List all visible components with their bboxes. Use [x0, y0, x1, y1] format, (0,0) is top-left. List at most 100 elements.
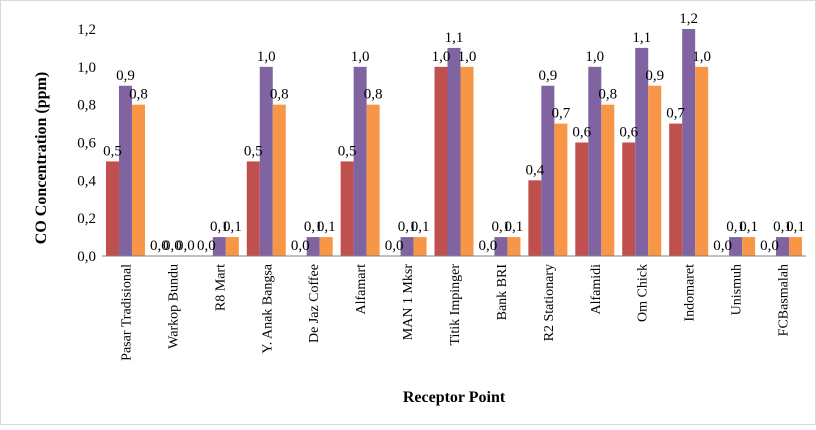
bar [494, 237, 508, 256]
y-tick-label: 0,0 [77, 249, 96, 265]
data-label: 1,0 [692, 49, 711, 65]
data-label: 0,1 [411, 219, 430, 235]
bar [366, 104, 380, 257]
bar [575, 142, 589, 256]
bar [353, 66, 367, 256]
bar [601, 104, 615, 257]
data-label: 0,7 [551, 106, 570, 122]
bar [319, 237, 333, 256]
bar [695, 66, 709, 256]
data-label: 0,0 [176, 238, 195, 254]
data-label: 0,1 [505, 219, 524, 235]
category-label: Warkop Bundu [166, 264, 181, 349]
bar [434, 66, 448, 256]
data-labels: 0,50,0 0,00,50,00,50,01,00,00,40,6 0,60,70… [103, 11, 805, 254]
data-label: 0,9 [116, 68, 135, 84]
y-axis-ticks: 0,0 0,2 0,4 0,6 0,8 1,0 1,2 [77, 22, 96, 265]
data-label: 0,1 [317, 219, 336, 235]
y-tick-label: 0,6 [77, 136, 96, 152]
bar [648, 85, 662, 256]
bar [105, 161, 119, 256]
data-label: 0,7 [666, 106, 685, 122]
data-label: 0,8 [270, 87, 289, 103]
bar [588, 66, 602, 256]
bar [682, 29, 696, 256]
data-label: 0,1 [492, 219, 511, 235]
bar [635, 47, 649, 256]
bar [447, 47, 461, 256]
bar [212, 237, 226, 256]
bar [460, 66, 474, 256]
category-label: MAN 1 Mksr [401, 264, 416, 341]
category-label: De Jaz Coffee [307, 264, 322, 343]
data-label: 0,5 [338, 143, 357, 159]
category-labels: Pasar Tradisional Warkop Bundu R8 Mart Y. A… [119, 263, 791, 361]
y-tick-label: 1,0 [77, 60, 96, 76]
bar [528, 180, 542, 256]
data-label: 0,1 [786, 219, 805, 235]
data-label: 0,0 [760, 238, 779, 254]
bar [789, 237, 803, 256]
data-label: 0,8 [129, 87, 148, 103]
category-label: Alfamart [354, 264, 369, 315]
bar [246, 161, 260, 256]
data-label: 0,0 [713, 238, 732, 254]
data-label: 0,0 [479, 238, 498, 254]
x-axis-title: Receptor Point [403, 389, 506, 406]
category-label: R2 Stationary [542, 264, 557, 341]
data-label: 0,1 [223, 219, 242, 235]
bar [259, 66, 273, 256]
bar [340, 161, 354, 256]
category-label: FCBasmalah [777, 264, 792, 336]
bar [225, 237, 239, 256]
bar [400, 237, 414, 256]
data-label: 0,1 [773, 219, 792, 235]
data-label: 0,5 [103, 143, 122, 159]
bar [776, 237, 790, 256]
y-tick-label: 0,2 [77, 211, 96, 227]
bar [507, 237, 521, 256]
bar [131, 104, 145, 257]
data-label: 1,2 [679, 11, 698, 27]
y-axis-title: CO Concentration (ppm) [33, 72, 50, 244]
category-label: Om Chick [636, 264, 651, 322]
data-label: 0,0 [291, 238, 310, 254]
bar [554, 123, 568, 256]
bar [118, 85, 132, 256]
data-label: 0,1 [726, 219, 745, 235]
category-label: Bank BRI [495, 264, 510, 321]
category-label: R8 Mart [213, 264, 228, 311]
y-tick-label: 0,4 [77, 173, 96, 189]
bar [306, 237, 320, 256]
category-label: Alfamidi [589, 264, 604, 315]
data-label: 0,9 [645, 68, 664, 84]
bar [729, 237, 743, 256]
data-label: 0,1 [210, 219, 229, 235]
data-label: 0,1 [304, 219, 323, 235]
data-label: 1,0 [351, 49, 370, 65]
data-label: 0,1 [398, 219, 417, 235]
bar [622, 142, 636, 256]
data-label: 1,1 [445, 30, 464, 46]
data-label: 0,1 [739, 219, 758, 235]
category-label: Indomaret [683, 264, 698, 322]
data-label: 1,0 [458, 49, 477, 65]
data-label: 0,6 [619, 125, 638, 141]
bar [272, 104, 286, 257]
data-label: 0,4 [525, 162, 544, 178]
bar [541, 85, 555, 256]
category-label: Titik Impinger [448, 264, 463, 346]
bar [742, 237, 756, 256]
data-label: 0,0 [150, 238, 169, 254]
data-label: 0,0 [163, 238, 182, 254]
data-label: 0,0 [385, 238, 404, 254]
category-label: Pasar Tradisional [119, 264, 134, 361]
data-label: 1,0 [432, 49, 451, 65]
category-label: Y. Anak Bangsa [260, 263, 275, 353]
data-label: 0,8 [364, 87, 383, 103]
category-label: Unismuh [730, 264, 745, 315]
bars [105, 29, 803, 257]
data-label: 0,8 [598, 87, 617, 103]
